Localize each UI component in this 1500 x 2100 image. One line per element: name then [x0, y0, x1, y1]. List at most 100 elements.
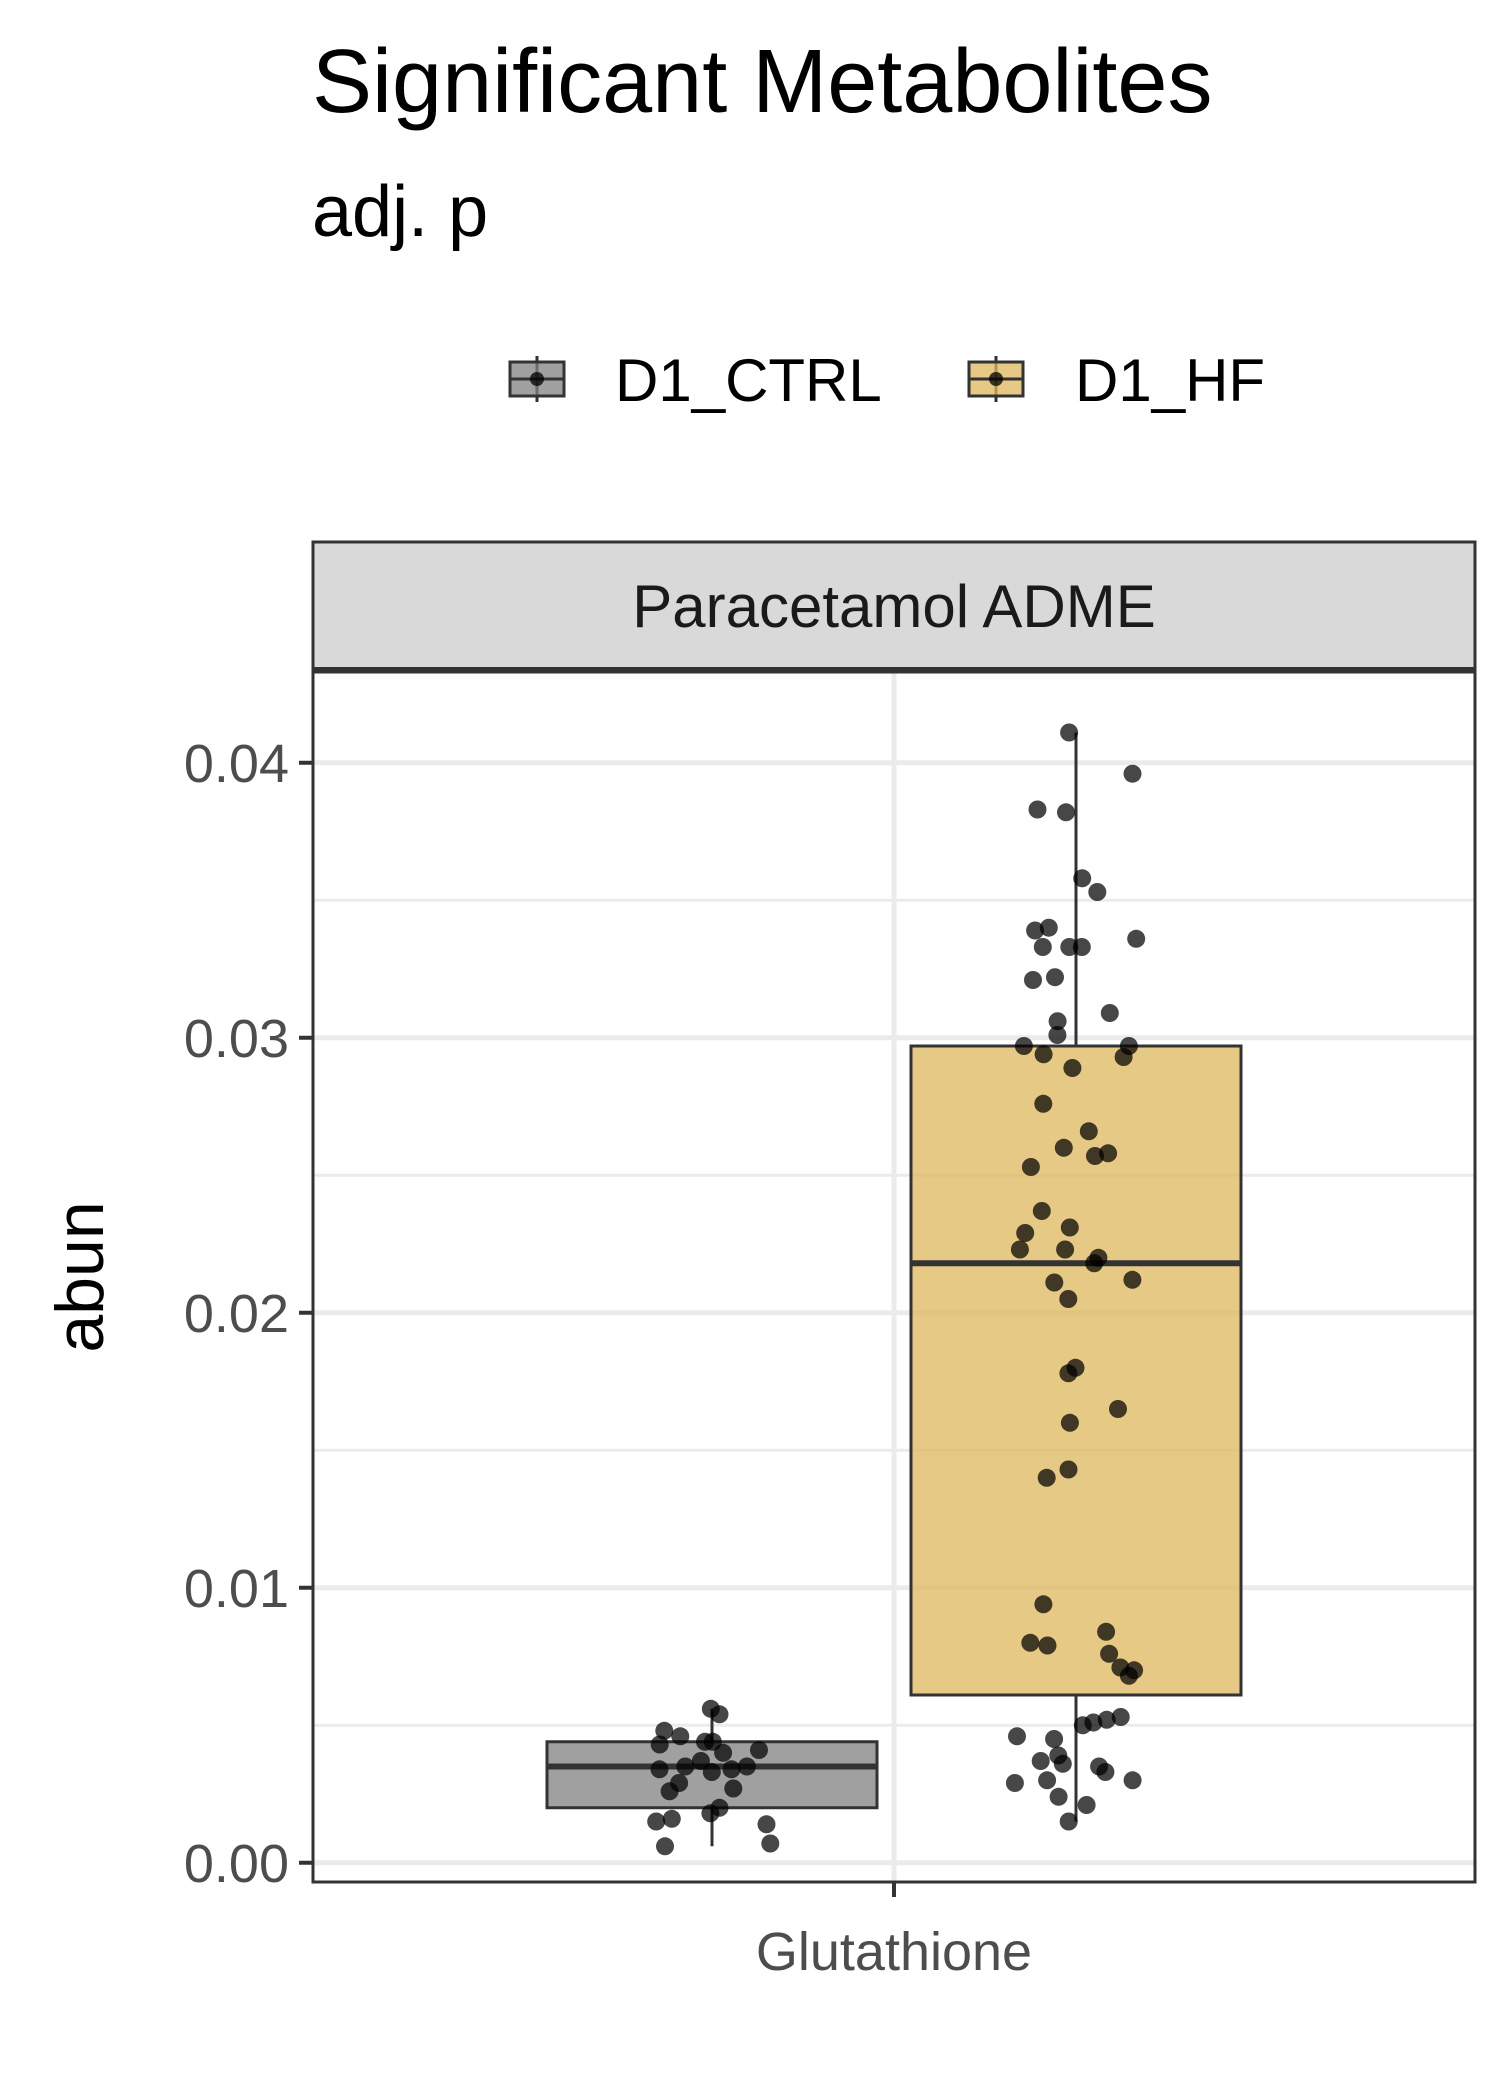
data-point: [647, 1812, 666, 1831]
data-point: [1033, 938, 1052, 956]
data-point: [1072, 938, 1091, 956]
data-point: [1059, 1290, 1078, 1308]
data-point: [1049, 1787, 1068, 1806]
data-point: [1034, 1595, 1053, 1614]
data-point: [650, 1760, 669, 1779]
data-point: [1028, 800, 1047, 819]
data-point: [691, 1752, 710, 1770]
legend-key-ctrl: [508, 356, 566, 402]
legend: D1_CTRL D1_HF: [508, 347, 1265, 414]
data-point: [1037, 1468, 1056, 1487]
data-point: [1109, 1400, 1127, 1418]
data-point: [1021, 1158, 1040, 1176]
data-point: [1026, 921, 1045, 940]
data-point: [656, 1837, 674, 1856]
data-point: [1060, 723, 1079, 742]
data-point: [1059, 1460, 1078, 1479]
data-point: [1123, 1771, 1142, 1790]
data-point: [1114, 1048, 1133, 1066]
data-point: [1034, 1094, 1053, 1113]
data-point: [1038, 1771, 1057, 1790]
data-point: [737, 1757, 756, 1776]
data-point: [1057, 803, 1075, 822]
data-point: [1086, 1147, 1104, 1165]
data-point: [1063, 1059, 1082, 1077]
data-point: [1127, 929, 1146, 948]
data-point: [1021, 1633, 1040, 1652]
y-tick-label: 0.01: [184, 1559, 289, 1619]
y-tick-label: 0.04: [184, 734, 289, 794]
data-point: [1085, 1254, 1104, 1273]
data-point: [1032, 1202, 1051, 1220]
y-axis-title: abun: [42, 1201, 118, 1352]
data-point: [662, 1809, 681, 1828]
y-tick-label: 0.02: [184, 1284, 289, 1344]
data-point: [1045, 1730, 1064, 1748]
facet-strip: Paracetamol ADME: [311, 540, 1477, 673]
data-point: [1088, 883, 1107, 901]
data-point: [1100, 1644, 1119, 1663]
data-point: [1060, 1218, 1079, 1237]
data-point: [1053, 1754, 1072, 1773]
data-point: [761, 1834, 780, 1853]
data-point: [1038, 1636, 1057, 1655]
data-point: [1123, 1270, 1142, 1289]
y-tick-label: 0.03: [184, 1009, 289, 1069]
x-tick-label: Glutathione: [756, 1922, 1032, 1982]
data-point: [1010, 1240, 1029, 1259]
points-d1_hf: [1005, 723, 1146, 1831]
data-point: [1045, 1273, 1064, 1292]
data-point: [1039, 918, 1058, 937]
data-point: [655, 1721, 674, 1740]
data-point: [1054, 1138, 1073, 1157]
points-d1_ctrl: [647, 1699, 780, 1856]
data-point: [671, 1727, 690, 1746]
data-point: [1048, 1026, 1067, 1044]
x-axis: Glutathione: [756, 1882, 1032, 1982]
y-axis: 0.00 0.01 0.02 0.03 0.04: [184, 734, 313, 1894]
data-point: [1031, 1752, 1050, 1770]
data-point: [701, 1804, 720, 1823]
data-point: [1123, 764, 1142, 783]
data-points: [647, 723, 1146, 1856]
data-point: [1077, 1796, 1096, 1814]
data-point: [757, 1815, 776, 1834]
legend-key-hf: [967, 356, 1025, 402]
data-point: [1073, 869, 1092, 888]
facet-label: Paracetamol ADME: [632, 573, 1156, 640]
data-point: [1005, 1774, 1024, 1792]
legend-label-hf: D1_HF: [1075, 347, 1265, 414]
data-point: [1046, 968, 1064, 987]
data-point: [710, 1705, 729, 1724]
data-point: [724, 1779, 743, 1798]
data-point: [722, 1760, 741, 1779]
data-point: [1079, 1122, 1098, 1141]
y-tick-label: 0.00: [184, 1834, 289, 1894]
data-point: [1034, 1045, 1053, 1064]
legend-label-ctrl: D1_CTRL: [615, 347, 882, 414]
data-point: [1056, 1240, 1075, 1259]
data-point: [1059, 1364, 1078, 1383]
data-point: [1097, 1622, 1116, 1641]
data-point: [702, 1763, 721, 1781]
data-point: [1073, 1716, 1092, 1735]
data-point: [650, 1735, 669, 1754]
data-point: [1014, 1037, 1033, 1055]
data-point: [1060, 938, 1079, 956]
data-point: [1096, 1763, 1115, 1781]
data-point: [1111, 1708, 1130, 1726]
data-point: [714, 1743, 733, 1762]
data-point: [660, 1782, 679, 1801]
data-point: [1024, 971, 1042, 989]
chart-title: Significant Metabolites: [312, 32, 1212, 132]
data-point: [1060, 1413, 1079, 1432]
data-point: [676, 1757, 695, 1776]
chart-subtitle: adj. p: [312, 172, 488, 252]
data-point: [750, 1741, 768, 1759]
data-point: [1059, 1812, 1078, 1831]
data-point: [1119, 1666, 1138, 1685]
data-point: [1008, 1727, 1026, 1746]
data-point: [1048, 1012, 1067, 1031]
gridlines: [313, 672, 1475, 1882]
data-point: [1016, 1224, 1035, 1242]
